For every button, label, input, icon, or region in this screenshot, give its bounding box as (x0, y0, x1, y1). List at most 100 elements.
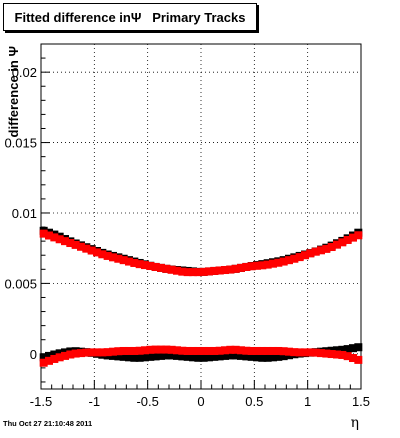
data-marker (135, 353, 144, 362)
data-marker (82, 348, 91, 357)
x-tick-label: 0 (197, 394, 204, 409)
data-marker (295, 348, 304, 357)
data-marker (178, 267, 187, 276)
data-marker (157, 345, 165, 354)
data-marker (189, 268, 197, 277)
data-marker (327, 350, 336, 359)
data-marker (210, 346, 219, 355)
data-marker (279, 352, 288, 361)
data-marker (349, 233, 357, 242)
data-marker (333, 240, 341, 249)
data-marker (189, 346, 197, 355)
data-marker (242, 352, 251, 361)
data-marker (194, 268, 203, 277)
data-marker (343, 345, 352, 354)
x-tick-label: -0.5 (136, 394, 158, 409)
data-marker (103, 251, 112, 260)
data-marker (183, 352, 192, 361)
data-marker (50, 350, 59, 359)
data-marker (66, 239, 75, 248)
data-marker (290, 254, 299, 263)
data-marker (98, 348, 107, 357)
data-marker (135, 346, 144, 355)
data-marker (237, 263, 245, 272)
data-marker (215, 352, 224, 361)
data-marker (162, 351, 171, 360)
data-marker (183, 268, 192, 277)
y-tick-label: 0 (30, 347, 37, 362)
data-marker (242, 346, 251, 355)
data-marker (71, 349, 80, 358)
data-marker (317, 349, 325, 358)
data-marker (173, 346, 181, 355)
data-marker (61, 237, 69, 246)
data-marker (317, 246, 325, 255)
data-marker (247, 262, 256, 271)
x-tick-label: 1 (304, 394, 311, 409)
data-marker (173, 266, 181, 275)
data-marker (253, 346, 261, 355)
data-marker (162, 264, 171, 273)
data-marker (354, 355, 363, 364)
data-marker (167, 265, 176, 274)
data-marker (77, 349, 85, 358)
data-marker (141, 353, 149, 362)
data-marker (82, 244, 91, 253)
data-marker (311, 247, 320, 256)
data-marker (354, 343, 363, 352)
data-marker (279, 347, 288, 356)
data-marker (285, 347, 293, 356)
data-marker (114, 352, 123, 361)
data-marker (39, 358, 48, 367)
data-marker (226, 351, 235, 360)
data-marker (269, 353, 277, 362)
data-marker (237, 346, 245, 355)
data-marker (226, 345, 235, 354)
data-marker (231, 351, 240, 360)
data-marker (114, 347, 123, 356)
data-marker (45, 231, 53, 240)
y-axis-title: difference in Ψ (6, 46, 21, 137)
data-marker (322, 349, 331, 358)
data-marker (199, 346, 208, 355)
data-marker (279, 257, 288, 266)
data-marker (151, 262, 160, 271)
data-marker (194, 353, 203, 362)
data-marker (269, 346, 277, 355)
data-marker (151, 352, 160, 361)
data-marker (125, 353, 133, 362)
data-marker (199, 353, 208, 362)
data-marker (338, 238, 347, 247)
data-marker (263, 346, 272, 355)
data-marker (167, 345, 176, 354)
timestamp-footer: Thu Oct 27 21:10:48 2011 (3, 419, 93, 428)
data-marker (349, 354, 357, 363)
data-marker (87, 348, 96, 357)
data-marker (157, 351, 165, 360)
data-marker (93, 248, 101, 257)
data-marker (242, 262, 251, 271)
data-marker (119, 352, 128, 361)
data-marker (45, 351, 53, 360)
data-marker (301, 251, 309, 260)
data-marker (290, 348, 299, 357)
data-marker (141, 261, 149, 270)
data-marker (231, 345, 240, 354)
data-marker (45, 356, 53, 365)
data-marker (103, 348, 112, 357)
data-marker (327, 243, 336, 252)
data-marker (253, 353, 261, 362)
y-tick-label: 0.01 (12, 206, 37, 221)
data-marker (109, 253, 117, 262)
data-marker (178, 346, 187, 355)
data-marker (306, 348, 315, 357)
data-marker (237, 351, 245, 360)
data-marker (114, 254, 123, 263)
data-marker (135, 260, 144, 269)
data-marker (205, 353, 213, 362)
x-axis-title: η (351, 415, 359, 431)
data-marker (322, 244, 331, 253)
data-marker (263, 260, 272, 269)
data-marker (301, 348, 309, 357)
